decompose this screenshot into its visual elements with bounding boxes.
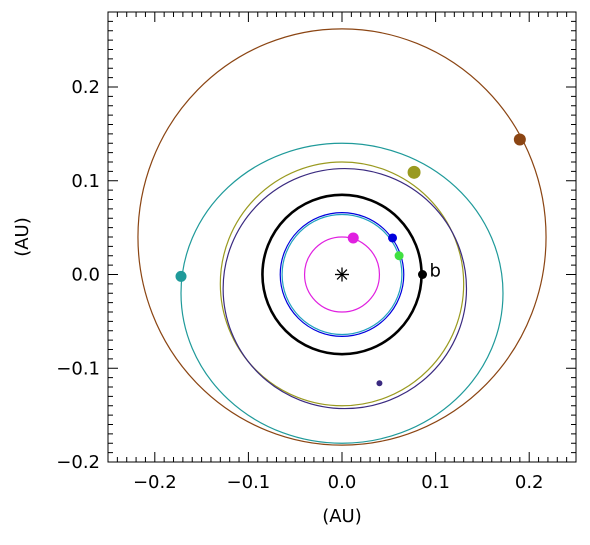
orbit-6	[279, 212, 405, 337]
y-tick-label: 0.1	[71, 171, 100, 192]
orbit-2	[219, 161, 465, 407]
x-tick-label: 0.1	[421, 472, 450, 493]
axis-ticks	[107, 11, 577, 463]
planet-5	[417, 270, 427, 279]
y-tick-label: 0.2	[71, 77, 100, 98]
planet-2	[407, 165, 421, 179]
planets-layer	[175, 133, 526, 387]
planet-0	[513, 133, 526, 146]
x-tick-label: −0.1	[227, 472, 271, 493]
planet-label-b: b	[429, 261, 440, 282]
orbits-layer	[137, 28, 547, 446]
orbit-0	[137, 28, 547, 446]
x-tick-label: 0.2	[515, 472, 544, 493]
y-axis-label: (AU)	[12, 217, 33, 257]
y-tick-label: −0.1	[56, 358, 100, 379]
y-tick-label: 0.0	[71, 265, 100, 286]
planet-7	[394, 251, 404, 261]
x-tick-label: −0.2	[133, 472, 177, 493]
orbit-1	[180, 142, 504, 444]
planet-8	[347, 232, 359, 244]
x-tick-label: 0.0	[328, 472, 357, 493]
orbit-7	[281, 213, 403, 336]
y-tick-label: −0.2	[56, 452, 100, 473]
planet-6	[388, 233, 398, 243]
y-tick-labels: −0.2 −0.1 0.0 0.1 0.2	[56, 77, 100, 473]
orbit-8	[303, 236, 381, 313]
x-axis-label: (AU)	[322, 506, 362, 527]
x-tick-labels: −0.2 −0.1 0.0 0.1 0.2	[133, 472, 544, 493]
orbit-3	[222, 167, 468, 410]
star-ray-3	[336, 269, 348, 280]
planet-1	[175, 270, 187, 282]
star-marker	[335, 267, 349, 282]
planet-3	[376, 380, 383, 387]
